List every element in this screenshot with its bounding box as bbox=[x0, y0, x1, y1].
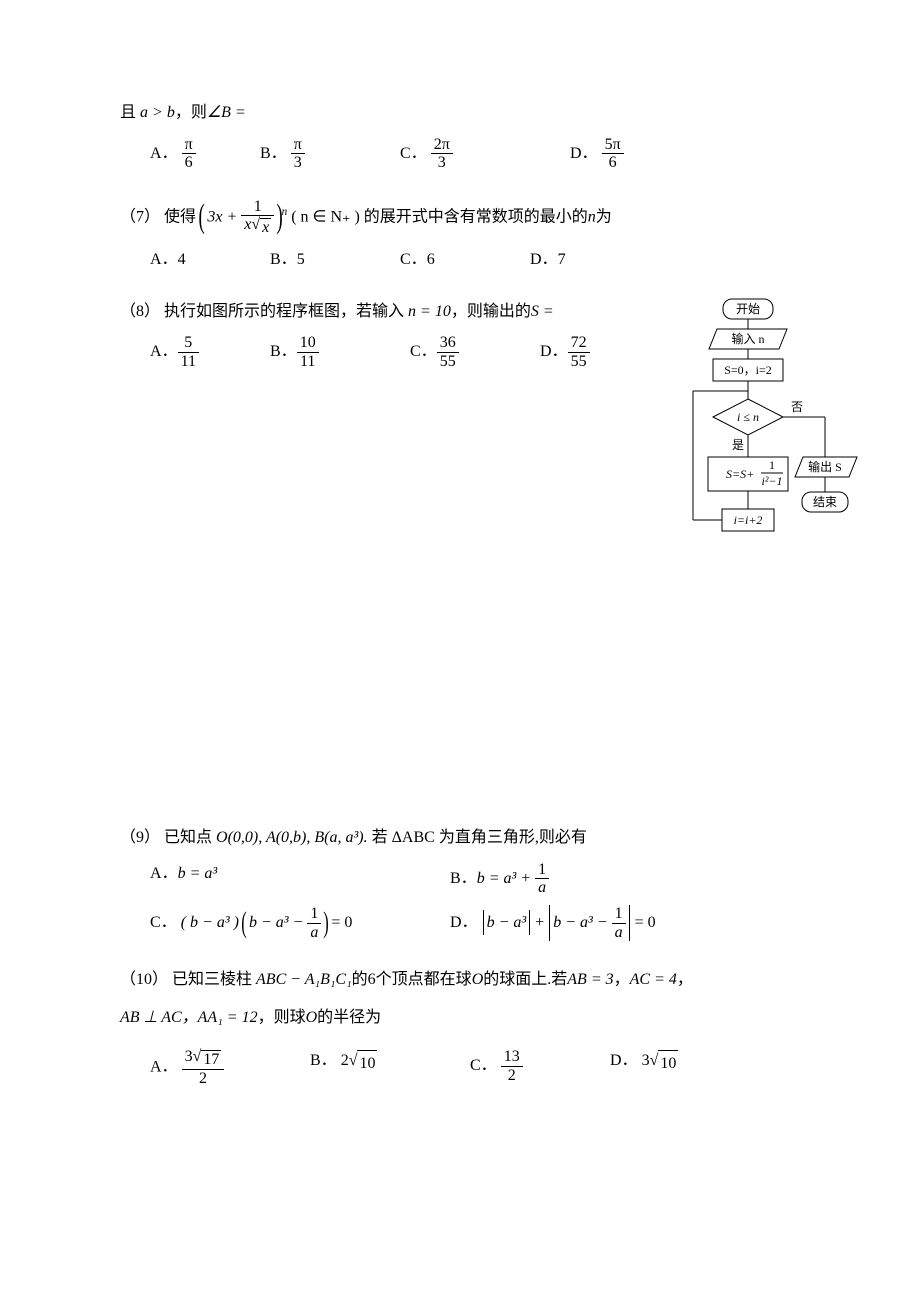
q10-stem: （10） 已知三棱柱 ABC − A₁B₁C₁的6个顶点都在球O的球面上.若AB… bbox=[120, 967, 860, 1030]
q7-opt-a: A．4 bbox=[150, 247, 270, 273]
q9-opt-c: C． ( b − a³ ) ( b − a³ − 1a ) = 0 bbox=[150, 905, 450, 941]
q6-opt-c: C． 2π3 bbox=[400, 136, 570, 172]
q9-opt-d: D． b − a³ + b − a³ − 1a = 0 bbox=[450, 905, 770, 941]
q7-stem: （7） 使得 ( 3x + 1 x√x )n ( n ∈ N₊ ) 的展开式中含… bbox=[120, 198, 860, 237]
q6-opt-b: B． π3 bbox=[260, 136, 400, 172]
q6-options: A． π6 B． π3 C． 2π3 D． 5π6 bbox=[120, 136, 860, 180]
q8-options: A．511 B．1011 C．3655 D．7255 bbox=[120, 334, 665, 378]
svg-text:1: 1 bbox=[769, 458, 775, 472]
question-9: （9） 已知点 O(0,0), A(0,b), B(a, a³). 若 ΔABC… bbox=[120, 825, 860, 949]
q10-opt-a: A． 3√172 bbox=[150, 1048, 310, 1087]
question-6-cont: 且 a > b，则∠B = A． π6 B． π3 C． 2π3 D． 5π6 bbox=[120, 100, 860, 180]
q10-opt-b: B． 2√10 bbox=[310, 1048, 470, 1087]
q10-opt-c: C． 132 bbox=[470, 1048, 610, 1087]
vertical-spacer bbox=[120, 595, 860, 825]
q9-options: A．b = a³ B．b = a³ + 1a C． ( b − a³ ) ( b… bbox=[120, 861, 860, 949]
q8-opt-a: A．511 bbox=[150, 334, 270, 370]
q7-opt-b: B．5 bbox=[270, 247, 400, 273]
flowchart-svg: 开始 输入 n S=0，i=2 i ≤ n 是 否 S=S+ 1 i²−1 i=… bbox=[675, 297, 860, 587]
q6-opt-a: A． π6 bbox=[150, 136, 260, 172]
flow-yes: 是 bbox=[732, 438, 744, 452]
flow-input: 输入 n bbox=[731, 331, 764, 346]
rparen-icon: ) bbox=[277, 200, 283, 234]
flow-cond: i ≤ n bbox=[737, 410, 759, 424]
q9-stem: （9） 已知点 O(0,0), A(0,b), B(a, a³). 若 ΔABC… bbox=[120, 825, 860, 851]
lparen-icon: ( bbox=[199, 200, 205, 234]
q9-opt-a: A．b = a³ bbox=[150, 861, 450, 897]
q6-stem: 且 a > b，则∠B = bbox=[120, 100, 860, 126]
question-7: （7） 使得 ( 3x + 1 x√x )n ( n ∈ N₊ ) 的展开式中含… bbox=[120, 198, 860, 281]
q6-opt-d: D． 5π6 bbox=[570, 136, 624, 172]
q6-cond: a > b bbox=[136, 104, 175, 121]
svg-text:i²−1: i²−1 bbox=[761, 474, 782, 488]
svg-text:S=S+: S=S+ bbox=[726, 467, 754, 481]
flowchart-diagram: 开始 输入 n S=0，i=2 i ≤ n 是 否 S=S+ 1 i²−1 i=… bbox=[675, 297, 860, 596]
q9-opt-b: B．b = a³ + 1a bbox=[450, 861, 750, 897]
question-8: 开始 输入 n S=0，i=2 i ≤ n 是 否 S=S+ 1 i²−1 i=… bbox=[120, 299, 860, 379]
flow-start: 开始 bbox=[736, 302, 760, 316]
q7-options: A．4 B．5 C．6 D．7 bbox=[120, 247, 860, 281]
flow-no: 否 bbox=[791, 400, 803, 414]
q10-opt-d: D． 3√10 bbox=[610, 1048, 678, 1087]
q8-stem: （8） 执行如图所示的程序框图，若输入 n = 10，则输出的S = bbox=[120, 299, 660, 325]
q8-opt-b: B．1011 bbox=[270, 334, 410, 370]
flow-end: 结束 bbox=[813, 495, 837, 509]
q10-options: A． 3√172 B． 2√10 C． 132 D． 3√10 bbox=[120, 1048, 860, 1095]
q6-ask: ∠B = bbox=[207, 104, 246, 121]
question-10: （10） 已知三棱柱 ABC − A₁B₁C₁的6个顶点都在球O的球面上.若AB… bbox=[120, 967, 860, 1095]
q8-opt-d: D．7255 bbox=[540, 334, 590, 370]
exam-page: 且 a > b，则∠B = A． π6 B． π3 C． 2π3 D． 5π6 … bbox=[0, 0, 920, 1174]
q7-opt-d: D．7 bbox=[530, 247, 566, 273]
q8-opt-c: C．3655 bbox=[410, 334, 540, 370]
q7-num: （7） bbox=[120, 208, 160, 225]
q7-opt-c: C．6 bbox=[400, 247, 530, 273]
flow-update-i: i=i+2 bbox=[734, 513, 763, 527]
flow-output: 输出 S bbox=[808, 459, 842, 474]
q6-text-2: ，则 bbox=[175, 104, 207, 121]
q6-text-1: 且 bbox=[120, 104, 136, 121]
flow-init: S=0，i=2 bbox=[724, 363, 772, 377]
